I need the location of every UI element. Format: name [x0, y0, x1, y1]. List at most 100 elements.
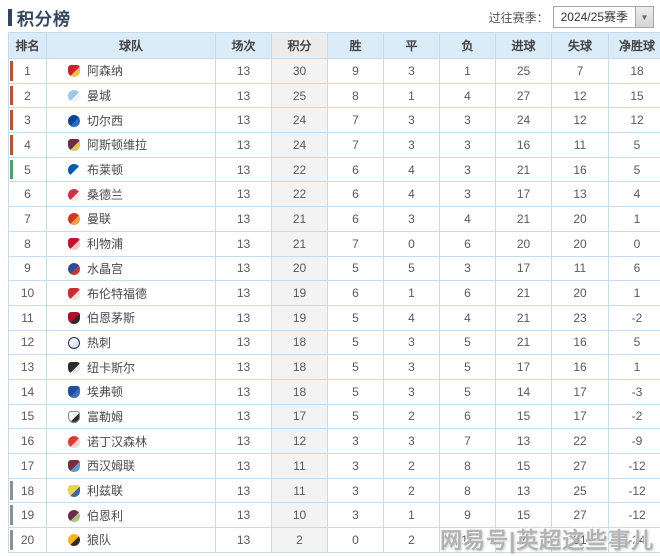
season-select[interactable]: 2024/25赛季 ▼	[552, 6, 654, 28]
rank-cell: 16	[8, 428, 47, 454]
wins-cell: 5	[327, 329, 384, 356]
rank-value: 8	[24, 236, 31, 251]
team-cell[interactable]: 利物浦	[46, 230, 216, 257]
table-row: 6 桑德兰 13 22 6 4 3 17 13 4	[8, 181, 660, 208]
team-name: 伯恩茅斯	[87, 311, 136, 326]
points-cell: 25	[271, 82, 328, 109]
goals-against-cell: 20	[551, 206, 609, 232]
draws-cell: 2	[383, 453, 440, 479]
team-cell[interactable]: 阿斯顿维拉	[46, 132, 216, 158]
team-name: 热刺	[87, 335, 112, 350]
team-cell[interactable]: 诺丁汉森林	[46, 428, 216, 454]
team-cell[interactable]: 埃弗顿	[46, 378, 216, 405]
team-cell[interactable]: 热刺	[46, 329, 216, 356]
sunderland-badge-icon	[68, 188, 80, 201]
table-row: 20 狼队 13 2 0 2 11 7 31 -24	[8, 527, 660, 553]
rank-value: 1	[24, 63, 31, 78]
losses-cell: 3	[439, 156, 496, 183]
losses-cell: 4	[439, 206, 496, 232]
played-cell: 13	[215, 378, 272, 405]
rank-cell: 14	[8, 378, 47, 405]
chevron-down-icon[interactable]: ▼	[635, 7, 653, 27]
goals-against-cell: 16	[551, 354, 609, 380]
column-header-3: 积分	[271, 32, 328, 59]
team-cell[interactable]: 切尔西	[46, 107, 216, 134]
goals-for-cell: 21	[495, 206, 552, 232]
points-cell: 24	[271, 132, 328, 158]
season-label: 过往赛季：	[488, 10, 549, 25]
played-cell: 13	[215, 354, 272, 380]
goal-diff-cell: 12	[608, 107, 660, 134]
rank-value: 5	[24, 162, 31, 177]
goals-against-cell: 17	[551, 403, 609, 430]
table-row: 13 纽卡斯尔 13 18 5 3 5 17 16 1	[8, 354, 660, 380]
team-name: 利兹联	[87, 484, 124, 499]
goal-diff-cell: -2	[608, 304, 660, 331]
team-cell[interactable]: 伯恩茅斯	[46, 304, 216, 331]
table-row: 15 富勒姆 13 17 5 2 6 15 17 -2	[8, 403, 660, 430]
played-cell: 13	[215, 206, 272, 232]
goal-diff-cell: 0	[608, 230, 660, 257]
table-row: 5 布莱顿 13 22 6 4 3 21 16 5	[8, 156, 660, 183]
team-cell[interactable]: 布伦特福德	[46, 280, 216, 306]
wins-cell: 3	[327, 428, 384, 454]
goal-diff-cell: -2	[608, 403, 660, 430]
table-row: 1 阿森纳 13 30 9 3 1 25 7 18	[8, 58, 660, 84]
goal-diff-cell: -3	[608, 378, 660, 405]
arsenal-badge-icon	[68, 65, 80, 78]
table-row: 19 伯恩利 13 10 3 1 9 15 27 -12	[8, 502, 660, 529]
table-row: 8 利物浦 13 21 7 0 6 20 20 0	[8, 230, 660, 257]
goals-against-cell: 20	[551, 230, 609, 257]
goals-against-cell: 7	[551, 58, 609, 84]
team-cell[interactable]: 桑德兰	[46, 181, 216, 208]
season-select-value[interactable]: 2024/25赛季	[553, 7, 635, 27]
goal-diff-cell: -9	[608, 428, 660, 454]
points-cell: 18	[271, 378, 328, 405]
rank-value: 2	[24, 88, 31, 103]
goal-diff-cell: 1	[608, 280, 660, 306]
rank-cell: 10	[8, 280, 47, 306]
team-cell[interactable]: 水晶宫	[46, 255, 216, 282]
wins-cell: 6	[327, 206, 384, 232]
draws-cell: 4	[383, 156, 440, 183]
rank-cell: 2	[8, 82, 47, 109]
rank-value: 18	[20, 483, 35, 498]
team-cell[interactable]: 西汉姆联	[46, 453, 216, 479]
draws-cell: 0	[383, 230, 440, 257]
table-row: 4 阿斯顿维拉 13 24 7 3 3 16 11 5	[8, 132, 660, 158]
table-row: 11 伯恩茅斯 13 19 5 4 4 21 23 -2	[8, 304, 660, 331]
goal-diff-cell: 5	[608, 132, 660, 158]
aston-villa-badge-icon	[68, 139, 80, 152]
team-cell[interactable]: 曼联	[46, 206, 216, 232]
goal-diff-cell: 18	[608, 58, 660, 84]
brentford-badge-icon	[68, 287, 80, 300]
wins-cell: 5	[327, 378, 384, 405]
rank-accent-bar	[10, 110, 13, 131]
played-cell: 13	[215, 428, 272, 454]
points-cell: 2	[271, 527, 328, 553]
rank-cell: 15	[8, 403, 47, 430]
team-cell[interactable]: 富勒姆	[46, 403, 216, 430]
team-cell[interactable]: 伯恩利	[46, 502, 216, 529]
rank-cell: 12	[8, 329, 47, 356]
team-cell[interactable]: 曼城	[46, 82, 216, 109]
table-row: 3 切尔西 13 24 7 3 3 24 12 12	[8, 107, 660, 134]
team-cell[interactable]: 纽卡斯尔	[46, 354, 216, 380]
rank-value: 19	[20, 508, 35, 523]
team-name: 诺丁汉森林	[87, 434, 148, 449]
losses-cell: 6	[439, 280, 496, 306]
draws-cell: 3	[383, 58, 440, 84]
team-cell[interactable]: 狼队	[46, 527, 216, 553]
goal-diff-cell: 5	[608, 329, 660, 356]
points-cell: 19	[271, 304, 328, 331]
played-cell: 13	[215, 156, 272, 183]
team-cell[interactable]: 阿森纳	[46, 58, 216, 84]
table-row: 14 埃弗顿 13 18 5 3 5 14 17 -3	[8, 378, 660, 405]
goals-for-cell: 20	[495, 230, 552, 257]
leeds-badge-icon	[68, 485, 80, 498]
played-cell: 13	[215, 181, 272, 208]
team-cell[interactable]: 利兹联	[46, 477, 216, 504]
played-cell: 13	[215, 58, 272, 84]
team-cell[interactable]: 布莱顿	[46, 156, 216, 183]
brighton-badge-icon	[68, 164, 80, 177]
